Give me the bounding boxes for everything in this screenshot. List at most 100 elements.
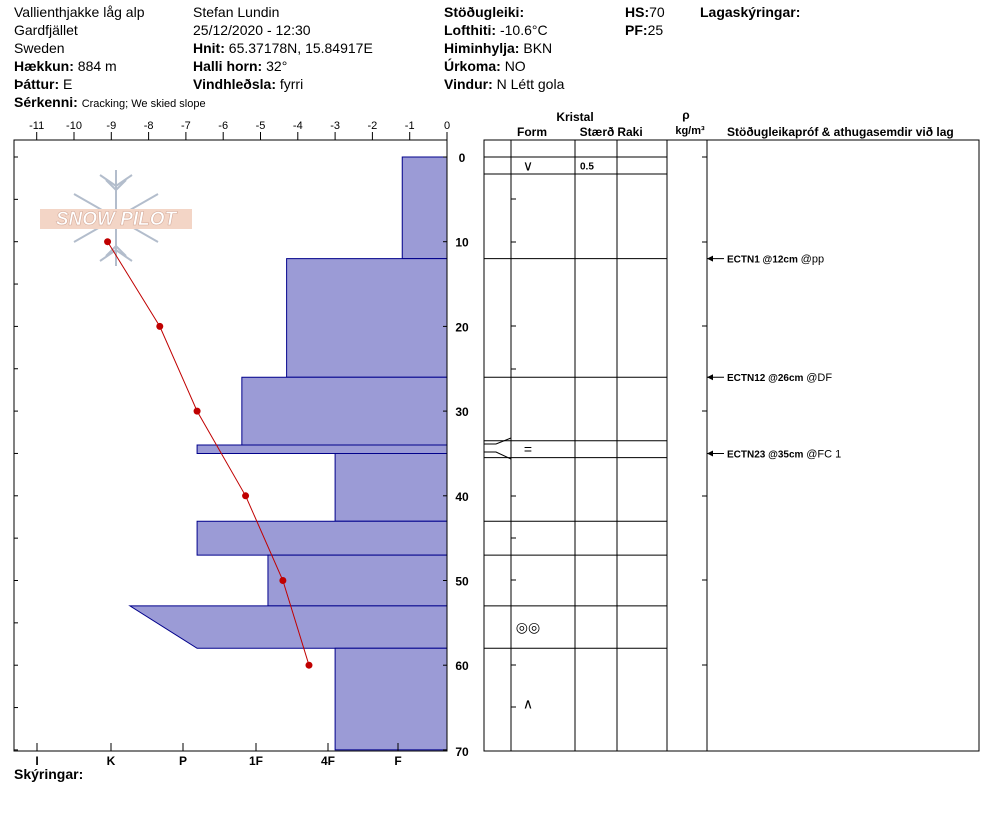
wind-label: Vindur: [444, 76, 493, 92]
aspect-row: Þáttur: E [14, 76, 72, 92]
features-value: Cracking; We skied slope [81, 98, 206, 110]
temp-tick-label: -4 [293, 120, 303, 132]
layer-connector-lower [484, 451, 512, 460]
notes-label: Skýringar: [14, 766, 84, 782]
precip-row: Úrkoma: NO [444, 58, 526, 74]
coords-label: Hnit: [193, 40, 225, 56]
hardness-layer [286, 258, 448, 378]
stability-test-note: ECTN23 @35cm @FC 1 [727, 448, 841, 460]
temp-tick-label: -3 [330, 120, 340, 132]
features-label: Sérkenni: [14, 94, 78, 110]
hs-label: HS: [625, 4, 650, 20]
hardness-layer [267, 554, 448, 607]
temperature-point [279, 577, 287, 584]
temp-tick-label: 0 [444, 120, 450, 132]
wind-value: N Létt gola [496, 76, 565, 92]
stability-test-note: ECTN12 @26cm @DF [727, 372, 832, 384]
hardness-layer [334, 452, 448, 522]
hardness-layer [196, 444, 448, 454]
depth-tick-label: 0 [459, 151, 466, 165]
temp-tick-label: -2 [368, 120, 378, 132]
air-temp-row: Lofthiti: -10.6°C [444, 22, 548, 38]
test-pointer-arrow [707, 374, 713, 381]
coords-value: 65.37178N, 15.84917E [228, 40, 373, 56]
stability-test-note: ECTN1 @12cm @pp [727, 254, 824, 266]
size-header: Stærð [580, 125, 615, 139]
crystal-header: Kristal [556, 110, 593, 124]
hardness-tick-label: 4F [321, 754, 335, 768]
grain-form-symbol: ∨ [523, 157, 533, 173]
table-frame [483, 139, 980, 752]
air-temp-label: Lofthiti: [444, 22, 497, 38]
temperature-point [104, 238, 112, 246]
features-row: Sérkenni: Cracking; We skied slope [14, 94, 206, 112]
temp-tick-label: -8 [144, 120, 154, 132]
table-layer-rows: ∨ = ◎◎ ∧ 0.5 ECTN1 @12cm @pp ECTN12 @26cm @DF E… [484, 157, 841, 711]
table-side-ticks [511, 156, 707, 708]
hardness-tick-label: F [394, 754, 401, 768]
hardness-layer [128, 605, 448, 649]
depth-tick-label: 50 [455, 575, 469, 589]
hs-value: 70 [649, 4, 665, 20]
temp-tick-label: -9 [106, 120, 116, 132]
location-name: Vallienthjakke låg alp [14, 4, 145, 20]
hardness-tick-label: K [107, 754, 116, 768]
observation-datetime: 25/12/2020 - 12:30 [193, 22, 311, 38]
grain-form-symbol: ◎◎ [516, 619, 540, 635]
temperature-point [242, 492, 250, 500]
stability-label: Stöðugleiki: [444, 4, 525, 20]
grain-form-symbol: ∧ [523, 695, 533, 711]
precip-value: NO [504, 58, 526, 74]
layer-connector-upper [484, 437, 512, 445]
temperature-point [193, 407, 201, 415]
wind-load-row: Vindhleðsla: fyrri [193, 76, 303, 92]
hardness-tick-label: P [179, 754, 187, 768]
hardness-axis: I K P 1F 4F F [35, 743, 402, 768]
hardness-layer [401, 156, 448, 260]
slope-value: 32° [266, 58, 288, 74]
logo-band [40, 209, 192, 229]
temp-tick-label: -6 [218, 120, 228, 132]
temp-tick-label: -10 [66, 120, 82, 132]
hardness-tick-label: I [35, 754, 38, 768]
slope-row: Halli horn: 32° [193, 58, 287, 74]
stability-header: Stöðugleikapróf & athugasemdir við lag [727, 125, 954, 139]
elevation-value: 884 m [77, 58, 117, 74]
temperature-axis: -11 -10 -9 -8 -7 -6 -5 -4 -3 -2 -1 0 [29, 120, 450, 140]
hardness-layer [241, 376, 448, 446]
country-name: Sweden [14, 40, 65, 56]
wind-load-value: fyrri [279, 76, 304, 92]
temp-tick-label: -1 [405, 120, 415, 132]
precip-label: Úrkoma: [444, 58, 501, 74]
area-name: Gardfjället [14, 22, 78, 38]
sky-label: Himinhylja: [444, 40, 520, 56]
temperature-line [107, 241, 310, 666]
logo-text: SNOW PILOT [56, 209, 178, 230]
hardness-layer [196, 520, 448, 556]
temperature-profile [104, 238, 313, 669]
chart-frame [13, 139, 448, 752]
wind-load-label: Vindhleðsla: [193, 76, 276, 92]
temperature-point [305, 661, 313, 669]
depth-tick-label: 10 [455, 236, 469, 250]
hs-row: HS:70 [625, 4, 665, 20]
aspect-label: Þáttur: [14, 76, 60, 92]
grain-form-symbol: = [524, 441, 532, 457]
wind-row: Vindur: N Létt gola [444, 76, 564, 92]
pf-label: PF: [625, 22, 648, 38]
temperature-point [156, 322, 164, 330]
density-header: ρ [682, 108, 689, 122]
depth-tick-label: 60 [455, 659, 469, 673]
elevation-label: Hækkun: [14, 58, 74, 74]
depth-tick-label: 20 [455, 320, 469, 334]
test-pointer-arrow [707, 450, 713, 457]
elevation-row: Hækkun: 884 m [14, 58, 117, 74]
depth-tick-label: 70 [455, 745, 469, 759]
stability-row: Stöðugleiki: [444, 4, 524, 20]
hardness-layers [128, 156, 448, 751]
density-unit: kg/m³ [675, 125, 705, 137]
sky-row: Himinhylja: BKN [444, 40, 552, 56]
layer-notes-label: Lagaskýringar: [700, 4, 801, 20]
pf-value: 25 [647, 22, 664, 38]
